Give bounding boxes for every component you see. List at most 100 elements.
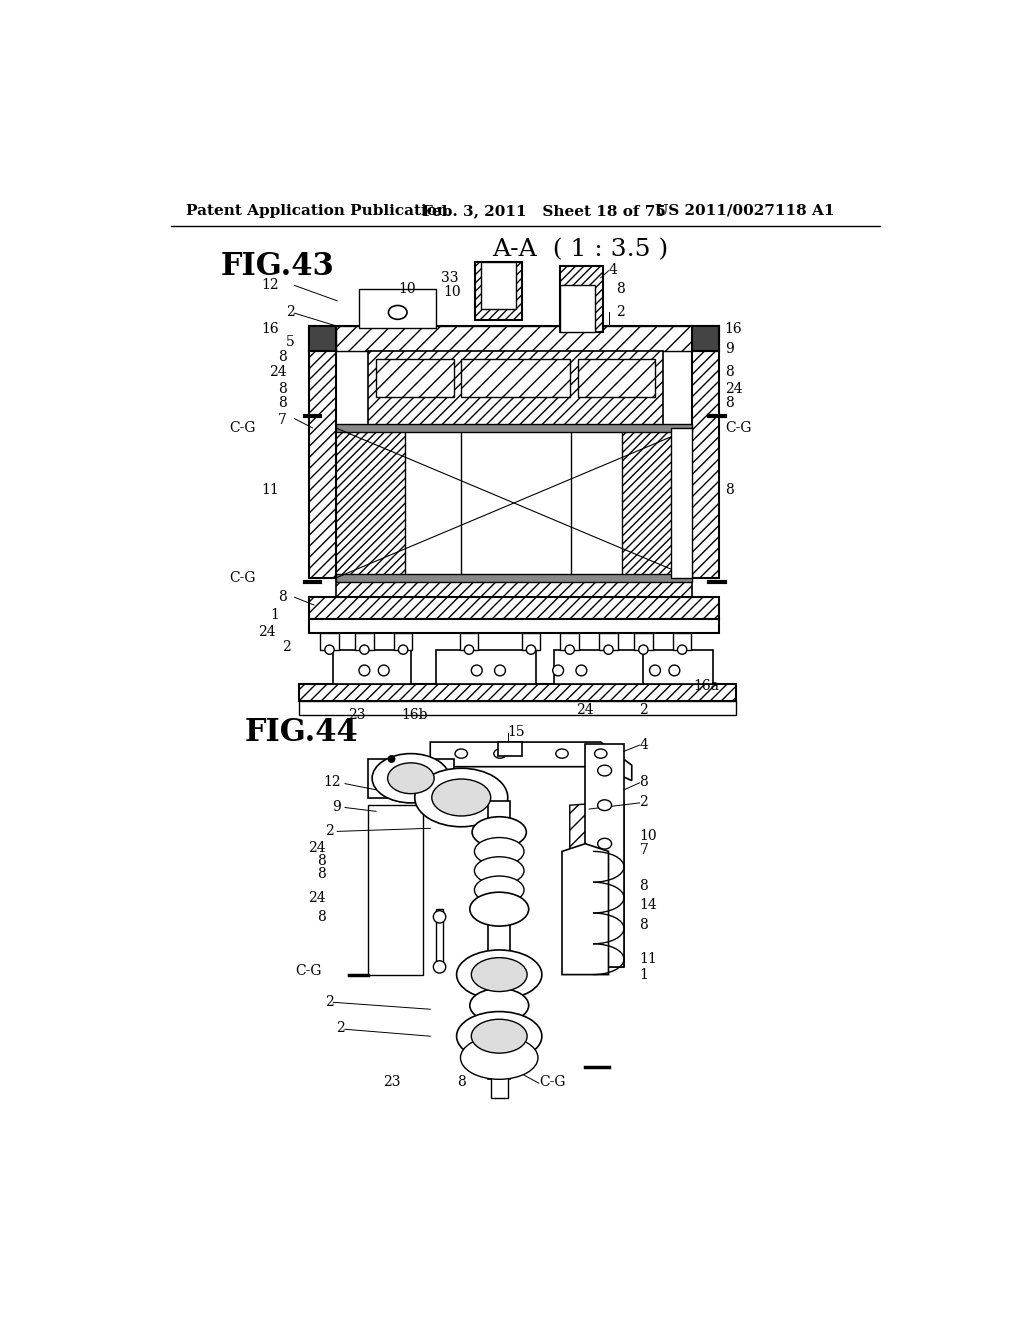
Ellipse shape — [470, 989, 528, 1022]
Ellipse shape — [494, 748, 506, 758]
Polygon shape — [461, 359, 569, 397]
Bar — [336, 578, 692, 598]
Text: 8: 8 — [316, 909, 326, 924]
Ellipse shape — [372, 754, 450, 803]
Polygon shape — [369, 805, 423, 974]
Bar — [486, 998, 512, 1015]
Text: 11: 11 — [261, 483, 280, 496]
Bar — [490, 1071, 508, 1098]
Text: 2: 2 — [640, 702, 648, 717]
Text: 4: 4 — [640, 738, 648, 752]
Text: 2: 2 — [286, 305, 295, 319]
Bar — [336, 424, 692, 432]
Text: C-G: C-G — [295, 964, 322, 978]
Text: 8: 8 — [640, 879, 648, 894]
Ellipse shape — [388, 756, 394, 762]
Text: 1: 1 — [640, 968, 648, 982]
Ellipse shape — [595, 748, 607, 758]
Polygon shape — [569, 801, 624, 966]
Ellipse shape — [398, 645, 408, 655]
Polygon shape — [562, 843, 608, 974]
Bar — [308, 619, 719, 632]
Text: 10: 10 — [398, 282, 416, 296]
Text: C-G: C-G — [539, 1076, 565, 1089]
Text: 24: 24 — [258, 624, 275, 639]
Text: 7: 7 — [640, 843, 648, 857]
Bar — [394, 632, 413, 649]
Text: C-G: C-G — [229, 572, 256, 585]
Ellipse shape — [471, 958, 527, 991]
Ellipse shape — [678, 645, 687, 655]
Ellipse shape — [457, 1011, 542, 1061]
Bar — [369, 351, 663, 428]
Text: 1: 1 — [270, 609, 280, 622]
Text: Feb. 3, 2011   Sheet 18 of 75: Feb. 3, 2011 Sheet 18 of 75 — [423, 203, 667, 218]
Ellipse shape — [598, 838, 611, 849]
Text: 8: 8 — [279, 383, 287, 396]
Ellipse shape — [495, 665, 506, 676]
Text: 8: 8 — [725, 396, 733, 411]
Ellipse shape — [415, 768, 508, 826]
Text: 5: 5 — [286, 335, 295, 348]
Text: 4: 4 — [608, 263, 617, 277]
Text: 16: 16 — [261, 322, 280, 337]
Ellipse shape — [455, 748, 467, 758]
Text: 24: 24 — [308, 891, 326, 904]
Text: 10: 10 — [443, 285, 461, 300]
Ellipse shape — [388, 763, 434, 793]
Ellipse shape — [359, 665, 370, 676]
Text: 12: 12 — [324, 775, 341, 789]
Text: C-G: C-G — [229, 421, 256, 434]
Bar — [334, 649, 411, 684]
Text: 16b: 16b — [401, 708, 428, 722]
Ellipse shape — [526, 645, 536, 655]
Text: 11: 11 — [640, 952, 657, 966]
Ellipse shape — [474, 837, 524, 866]
Text: 8: 8 — [279, 590, 287, 605]
Text: 7: 7 — [278, 413, 287, 428]
Bar — [486, 902, 512, 919]
Ellipse shape — [553, 665, 563, 676]
Bar — [487, 882, 511, 898]
Bar — [499, 742, 521, 756]
Bar — [336, 428, 692, 578]
Bar — [336, 326, 692, 351]
Bar — [321, 632, 339, 649]
Text: 16a: 16a — [693, 678, 720, 693]
Ellipse shape — [433, 961, 445, 973]
Bar — [643, 649, 713, 684]
Text: 2: 2 — [325, 994, 334, 1008]
Polygon shape — [376, 359, 454, 397]
Text: 33: 33 — [441, 271, 459, 285]
Ellipse shape — [461, 1036, 538, 1080]
Bar — [560, 285, 595, 331]
Bar — [475, 263, 521, 321]
Polygon shape — [369, 759, 454, 797]
Bar — [436, 909, 442, 970]
Text: 14: 14 — [640, 899, 657, 912]
Ellipse shape — [325, 645, 334, 655]
Text: 8: 8 — [640, 775, 648, 789]
Bar — [308, 598, 719, 619]
Text: 2: 2 — [282, 640, 291, 655]
Ellipse shape — [432, 779, 490, 816]
Text: 2: 2 — [616, 305, 625, 319]
Ellipse shape — [471, 1019, 527, 1053]
Bar — [355, 632, 374, 649]
Bar — [487, 825, 511, 840]
Bar — [299, 701, 736, 715]
Text: 23: 23 — [383, 1076, 400, 1089]
Text: 9: 9 — [725, 342, 733, 356]
Bar — [671, 428, 692, 578]
Text: 8: 8 — [640, 917, 648, 932]
Ellipse shape — [556, 748, 568, 758]
Text: US 2011/0027118 A1: US 2011/0027118 A1 — [655, 203, 835, 218]
Text: 23: 23 — [348, 708, 366, 722]
Ellipse shape — [604, 645, 613, 655]
Bar — [299, 684, 736, 701]
Ellipse shape — [471, 665, 482, 676]
Ellipse shape — [575, 665, 587, 676]
Text: 8: 8 — [725, 366, 733, 379]
Ellipse shape — [474, 876, 524, 904]
Ellipse shape — [598, 766, 611, 776]
